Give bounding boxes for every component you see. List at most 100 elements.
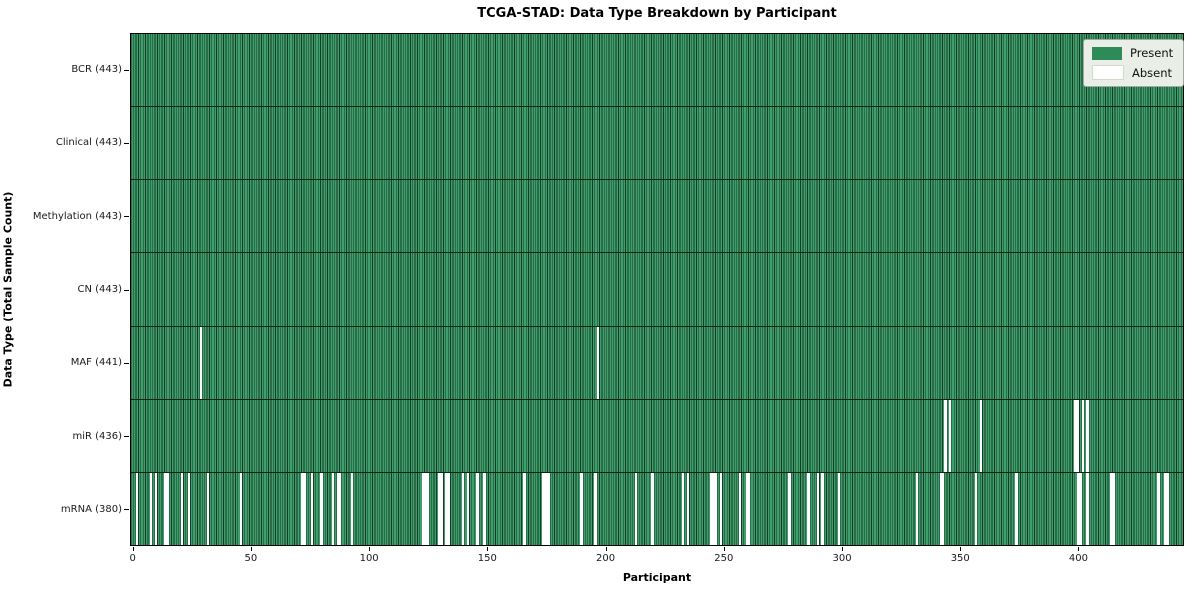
absent-stripe [466, 472, 470, 545]
absent-stripe [447, 472, 451, 545]
absent-stripe [979, 399, 983, 472]
absent-stripe [944, 399, 947, 472]
absent-stripe [462, 472, 465, 545]
y-tick-mark [124, 216, 129, 218]
absent-stripe [476, 472, 479, 545]
absent-stripe [745, 472, 749, 545]
absent-stripe [1086, 399, 1089, 472]
x-tick-mark [960, 547, 962, 551]
x-tick-mark [1078, 547, 1080, 551]
absent-stripe [1109, 472, 1113, 545]
absent-stripe [715, 472, 718, 545]
absent-stripe [350, 472, 354, 545]
absent-stripe [651, 472, 654, 545]
absent-swatch [1092, 65, 1124, 80]
absent-stripe [438, 472, 441, 545]
absent-stripe [440, 472, 444, 545]
absent-stripe [1079, 472, 1082, 545]
absent-stripe [596, 326, 600, 399]
absent-stripe [681, 472, 685, 545]
row-BCR [131, 34, 1183, 108]
present-swatch [1092, 46, 1122, 60]
x-tick-mark [250, 547, 252, 551]
y-tick-mark [124, 289, 129, 291]
absent-stripe [544, 472, 548, 545]
absent-stripe [634, 472, 637, 545]
absent-stripe [1112, 472, 1115, 545]
absent-stripe [339, 472, 342, 545]
absent-stripe [939, 472, 942, 545]
x-tick-mark [132, 547, 134, 551]
x-ticks: 0 50 100 150 200 250 300 350 400 [129, 546, 1184, 576]
absent-stripe [710, 472, 713, 545]
absent-stripe [712, 472, 715, 545]
absent-stripe [1015, 472, 1018, 545]
absent-stripe [816, 472, 820, 545]
x-tick-mark [369, 547, 371, 551]
x-tick-mark [487, 547, 489, 551]
x-tick-label: 300 [832, 553, 852, 564]
y-tick-mark [124, 509, 129, 511]
absent-stripe [164, 472, 167, 545]
absent-stripe [149, 472, 153, 545]
absent-stripe [580, 472, 583, 545]
absent-stripe [542, 472, 545, 545]
x-tick-label: 250 [714, 553, 734, 564]
absent-stripe [748, 472, 751, 545]
absent-stripe [166, 472, 169, 545]
row-Methylation [131, 180, 1183, 254]
x-tick-mark [605, 547, 607, 551]
absent-stripe [301, 472, 304, 545]
row-Clinical [131, 107, 1183, 181]
legend-label-present: Present [1130, 46, 1174, 60]
absent-stripe [421, 472, 425, 545]
absent-stripe [547, 472, 550, 545]
y-tick-mark [124, 362, 129, 364]
absent-stripe [975, 472, 978, 545]
x-tick-label: 150 [477, 553, 497, 564]
x-tick-label: 0 [129, 553, 136, 564]
absent-stripe [331, 472, 335, 545]
absent-stripe [180, 472, 183, 545]
absent-stripe [1081, 399, 1084, 472]
x-tick-label: 400 [1068, 553, 1088, 564]
legend-label-absent: Absent [1132, 65, 1173, 80]
absent-stripe [303, 472, 306, 545]
legend-item-present: Present [1092, 46, 1173, 60]
absent-stripe [135, 472, 139, 545]
row-mRNA [131, 472, 1183, 545]
y-tick-label-Methylation: Methylation (443) [32, 210, 122, 222]
absent-stripe [1076, 472, 1080, 545]
y-tick-labels: BCR (443) Clinical (443) Methylation (443)… [0, 33, 122, 546]
absent-stripe [788, 472, 791, 545]
x-tick-label: 100 [359, 553, 379, 564]
y-tick-mark [124, 142, 129, 144]
absent-stripe [336, 472, 340, 545]
y-tick-label-CN: CN (443) [77, 283, 122, 295]
absent-stripe [686, 472, 689, 545]
absent-stripe [942, 472, 945, 545]
absent-stripe [483, 472, 486, 545]
y-tick-mark [124, 69, 129, 71]
absent-stripe [1076, 399, 1080, 472]
row-miR [131, 399, 1183, 473]
y-tick-label-mRNA: mRNA (380) [60, 503, 122, 515]
absent-stripe [310, 472, 314, 545]
absent-stripe [239, 472, 243, 545]
absent-stripe [719, 472, 723, 545]
absent-stripe [424, 472, 427, 545]
absent-stripe [1164, 472, 1167, 545]
absent-stripe [915, 472, 919, 545]
x-tick-mark [723, 547, 725, 551]
y-tick-label-BCR: BCR (443) [71, 64, 122, 76]
absent-stripe [1157, 472, 1160, 545]
absent-stripe [837, 472, 841, 545]
absent-stripe [594, 472, 597, 545]
absent-stripe [206, 472, 210, 545]
absent-stripe [821, 472, 824, 545]
x-tick-label: 200 [596, 553, 616, 564]
absent-stripe [738, 472, 742, 545]
absent-stripe [320, 472, 323, 545]
absent-stripe [1074, 399, 1077, 472]
